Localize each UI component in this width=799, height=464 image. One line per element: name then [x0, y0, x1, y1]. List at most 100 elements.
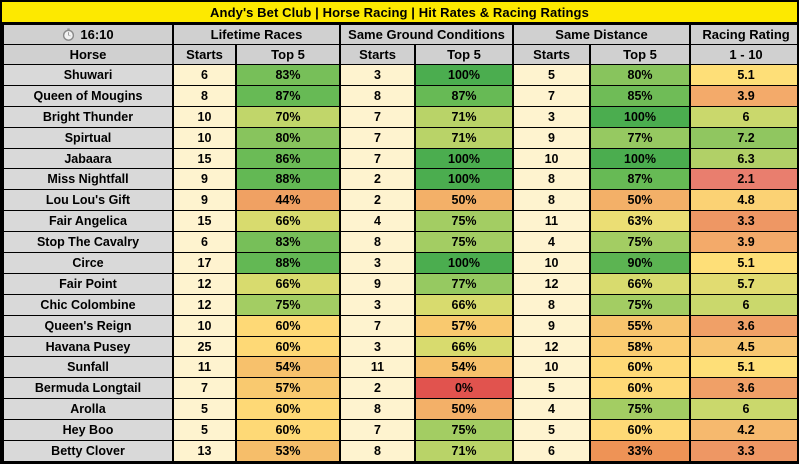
distance-top5-cell: 33%	[589, 440, 692, 462]
distance-top5-cell: 77%	[589, 126, 692, 149]
distance-starts-cell: 5	[512, 419, 592, 442]
lifetime-starts-cell: 10	[172, 314, 237, 337]
group-same-distance: Same Distance	[512, 24, 692, 45]
rating-cell: 3.6	[689, 377, 797, 400]
ground-top5-cell: 75%	[414, 210, 515, 233]
horse-row: Queen's Reign 10 60% 7 57% 9 55% 3.6	[2, 314, 797, 337]
rating-cell: 4.2	[689, 419, 797, 442]
horse-name-cell: Jabaara	[2, 147, 174, 170]
time-header-cell: 16:10	[2, 24, 174, 45]
distance-top5-cell: 87%	[589, 168, 692, 191]
horse-name-cell: Betty Clover	[2, 440, 174, 462]
ground-starts-cell: 2	[339, 377, 417, 400]
lifetime-top5-cell: 53%	[234, 440, 342, 462]
horse-row: Spirtual 10 80% 7 71% 9 77% 7.2	[2, 126, 797, 149]
ground-starts-cell: 3	[339, 64, 417, 86]
lifetime-starts-cell: 7	[172, 377, 237, 400]
horse-name-cell: Lou Lou's Gift	[2, 189, 174, 212]
lifetime-starts-cell: 10	[172, 126, 237, 149]
horse-name-cell: Shuwari	[2, 64, 174, 86]
horse-row: Fair Angelica 15 66% 4 75% 11 63% 3.3	[2, 210, 797, 233]
distance-top5-cell: 100%	[589, 105, 692, 128]
lifetime-top5-cell: 87%	[234, 84, 342, 107]
lifetime-top5-cell: 88%	[234, 168, 342, 191]
lifetime-top5-cell: 60%	[234, 419, 342, 442]
horse-row: Bright Thunder 10 70% 7 71% 3 100% 6	[2, 105, 797, 128]
distance-top5-cell: 66%	[589, 272, 692, 295]
lifetime-starts-cell: 11	[172, 356, 237, 379]
rating-cell: 3.3	[689, 210, 797, 233]
group-same-ground-conditions: Same Ground Conditions	[339, 24, 515, 45]
ground-top5-cell: 100%	[414, 168, 515, 191]
lifetime-top5-cell: 75%	[234, 293, 342, 316]
lifetime-starts-cell: 5	[172, 419, 237, 442]
horse-name-cell: Chic Colombine	[2, 293, 174, 316]
rating-cell: 6	[689, 105, 797, 128]
lifetime-starts-cell: 15	[172, 147, 237, 170]
distance-starts-cell: 8	[512, 168, 592, 191]
distance-starts-cell: 8	[512, 293, 592, 316]
ground-top5-cell: 50%	[414, 398, 515, 421]
distance-top5-cell: 75%	[589, 293, 692, 316]
ground-top5-cell: 87%	[414, 84, 515, 107]
distance-starts-cell: 8	[512, 189, 592, 212]
lifetime-starts-cell: 10	[172, 105, 237, 128]
ground-starts-cell: 3	[339, 293, 417, 316]
lifetime-top5-cell: 88%	[234, 252, 342, 274]
distance-top5-cell: 50%	[589, 189, 692, 212]
distance-starts-cell: 5	[512, 377, 592, 400]
col-rating-range: 1 - 10	[689, 44, 797, 65]
rating-cell: 2.1	[689, 168, 797, 191]
lifetime-top5-cell: 66%	[234, 210, 342, 233]
distance-top5-cell: 75%	[589, 398, 692, 421]
lifetime-starts-cell: 12	[172, 272, 237, 295]
col-lifetime-top5: Top 5	[234, 44, 342, 65]
col-horse: Horse	[2, 44, 174, 65]
distance-top5-cell: 80%	[589, 64, 692, 86]
rating-cell: 5.1	[689, 64, 797, 86]
distance-starts-cell: 9	[512, 126, 592, 149]
distance-top5-cell: 90%	[589, 252, 692, 274]
rating-cell: 3.6	[689, 314, 797, 337]
lifetime-starts-cell: 9	[172, 189, 237, 212]
ground-top5-cell: 50%	[414, 189, 515, 212]
lifetime-starts-cell: 15	[172, 210, 237, 233]
ground-top5-cell: 71%	[414, 105, 515, 128]
ground-top5-cell: 71%	[414, 440, 515, 462]
lifetime-starts-cell: 25	[172, 335, 237, 358]
distance-starts-cell: 4	[512, 231, 592, 254]
ground-starts-cell: 7	[339, 126, 417, 149]
distance-top5-cell: 75%	[589, 231, 692, 254]
ground-starts-cell: 7	[339, 419, 417, 442]
horse-row: Lou Lou's Gift 9 44% 2 50% 8 50% 4.8	[2, 189, 797, 212]
ground-starts-cell: 4	[339, 210, 417, 233]
group-header-row: 16:10 Lifetime Races Same Ground Conditi…	[2, 24, 797, 45]
lifetime-top5-cell: 57%	[234, 377, 342, 400]
horse-row: Stop The Cavalry 6 83% 8 75% 4 75% 3.9	[2, 231, 797, 254]
distance-starts-cell: 5	[512, 64, 592, 86]
page-title: Andy's Bet Club | Horse Racing | Hit Rat…	[2, 2, 797, 24]
ground-top5-cell: 0%	[414, 377, 515, 400]
distance-starts-cell: 10	[512, 147, 592, 170]
lifetime-top5-cell: 70%	[234, 105, 342, 128]
ground-starts-cell: 7	[339, 105, 417, 128]
time-label: 16:10	[80, 27, 114, 42]
horse-row: Arolla 5 60% 8 50% 4 75% 6	[2, 398, 797, 421]
lifetime-starts-cell: 12	[172, 293, 237, 316]
distance-starts-cell: 7	[512, 84, 592, 107]
horse-name-cell: Miss Nightfall	[2, 168, 174, 191]
horse-row: Betty Clover 13 53% 8 71% 6 33% 3.3	[2, 440, 797, 462]
lifetime-top5-cell: 83%	[234, 231, 342, 254]
ground-starts-cell: 8	[339, 231, 417, 254]
rating-cell: 3.9	[689, 231, 797, 254]
ground-starts-cell: 9	[339, 272, 417, 295]
stopwatch-icon	[62, 28, 75, 41]
ground-top5-cell: 100%	[414, 252, 515, 274]
horse-row: Havana Pusey 25 60% 3 66% 12 58% 4.5	[2, 335, 797, 358]
horse-row: Circe 17 88% 3 100% 10 90% 5.1	[2, 252, 797, 274]
lifetime-top5-cell: 66%	[234, 272, 342, 295]
ground-top5-cell: 66%	[414, 293, 515, 316]
horse-name-cell: Stop The Cavalry	[2, 231, 174, 254]
ground-starts-cell: 8	[339, 84, 417, 107]
